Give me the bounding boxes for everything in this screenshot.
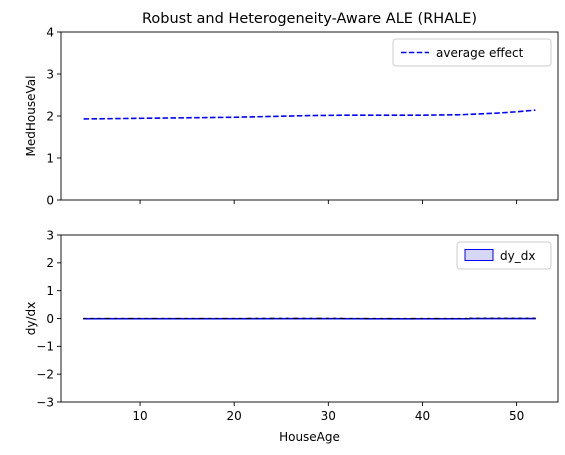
top-panel: Robust and Heterogeneity-Aware ALE (RHAL…: [24, 11, 559, 207]
y-tick-label: 3: [46, 228, 54, 242]
chart-title: Robust and Heterogeneity-Aware ALE (RHAL…: [142, 11, 477, 27]
dy-dx-bin-bar: [389, 318, 414, 320]
y-tick-label: −3: [36, 395, 54, 409]
dy-dx-bin-bar: [294, 317, 320, 320]
y-tick-label: −1: [36, 340, 54, 354]
dy-dx-bin-bar: [177, 317, 202, 320]
y-tick-label: 0: [46, 312, 54, 326]
dy-dx-bin-bar: [130, 317, 155, 320]
x-axis-label: HouseAge: [279, 430, 340, 444]
x-tick-label: 30: [321, 409, 336, 423]
y-tick-label: −2: [36, 367, 54, 381]
dy-dx-bin-bar: [318, 317, 343, 320]
y-tick-label: 1: [46, 284, 54, 298]
dy-dx-bin-bar: [271, 317, 296, 320]
x-tick-label: 20: [227, 409, 242, 423]
dy-dx-bin-bar: [153, 317, 179, 320]
y-tick-label: 0: [46, 193, 54, 207]
legend-label: average effect: [436, 46, 524, 60]
dy-dx-bin-bar: [106, 317, 132, 320]
average-effect-line: [83, 109, 536, 120]
dy-dx-bin-bar: [412, 317, 438, 320]
y-tick-label: 4: [46, 25, 54, 39]
x-tick-label: 10: [132, 409, 147, 423]
y-axis-label: dy/dx: [24, 302, 38, 335]
y-tick-label: 1: [46, 151, 54, 165]
y-tick-label: 2: [46, 256, 54, 270]
dy-dx-bin-bar: [200, 317, 226, 320]
legend: [456, 241, 552, 270]
dy-dx-bin-bar: [247, 317, 273, 320]
legend: [392, 38, 552, 67]
legend-label: dy_dx: [500, 249, 535, 263]
x-tick-label: 40: [415, 409, 430, 423]
x-tick-label: 50: [509, 409, 524, 423]
dy-dx-bin-bar: [341, 317, 367, 320]
legend-patch-swatch: [464, 249, 494, 261]
dy-dx-bin-bar: [365, 317, 391, 320]
y-tick-label: 3: [46, 67, 54, 81]
bottom-panel: −3 −2 −1 0 1 2 3 10 20 30 40 50 dy/dx HouseAge dy_dx: [24, 228, 559, 444]
y-axis-label: MedHouseVal: [24, 76, 38, 157]
dy-dx-bin-bar: [224, 317, 249, 320]
y-tick-label: 2: [46, 109, 54, 123]
dy-dx-bin-bar: [83, 317, 108, 320]
